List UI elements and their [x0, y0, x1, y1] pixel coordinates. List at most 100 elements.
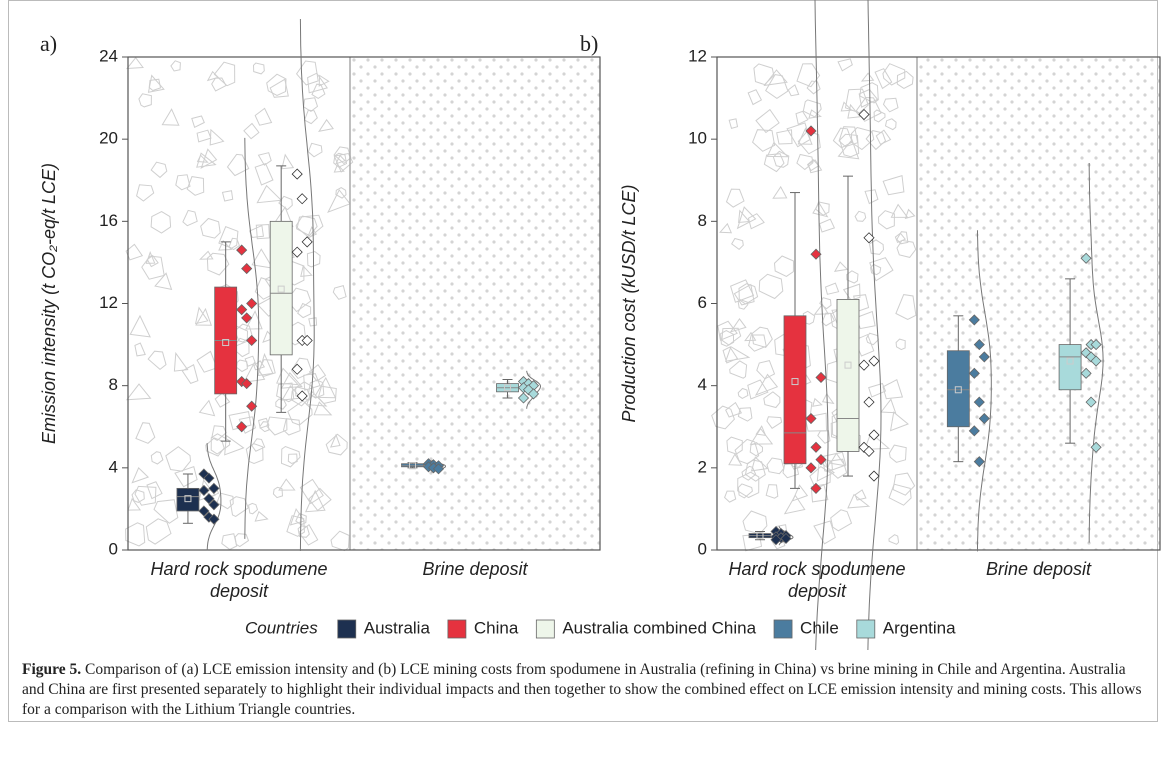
rock-shape: [832, 127, 853, 149]
rock-shape: [765, 74, 789, 100]
plot-background: [917, 57, 1160, 550]
rock-shape: [253, 360, 266, 371]
rock-shape: [868, 382, 887, 398]
rock-shape: [889, 411, 909, 432]
rock-shape: [280, 372, 303, 389]
data-point: [291, 363, 303, 375]
rock-shape: [170, 60, 181, 72]
rock-shape: [248, 224, 264, 239]
y-tick-label: 8: [698, 211, 707, 230]
data-point: [1080, 252, 1092, 264]
rock-shape: [847, 493, 871, 509]
rock-shape: [307, 72, 329, 94]
rock-shape: [281, 153, 295, 170]
rock-shape: [858, 88, 879, 108]
rock-shape: [196, 129, 212, 143]
rock-shape: [148, 78, 162, 92]
rock-shape: [839, 133, 860, 158]
rock-shape: [297, 302, 312, 319]
rock-shape: [313, 376, 337, 399]
rock-shape: [830, 509, 853, 532]
rock-shape: [327, 189, 351, 214]
data-point: [973, 456, 985, 468]
y-tick-label: 2: [698, 457, 707, 476]
rock-shape: [797, 127, 813, 145]
box: [946, 350, 970, 428]
rock-shape: [306, 250, 321, 268]
rock-shape: [308, 379, 325, 399]
rock-shape: [748, 334, 767, 352]
rock-shape: [196, 152, 217, 168]
rock-shape: [147, 350, 167, 371]
rock-shape: [742, 510, 768, 535]
rock-shape: [736, 206, 757, 230]
rock-shape: [282, 418, 301, 436]
rock-shape: [833, 261, 849, 272]
rock-shape: [306, 226, 318, 239]
rock-shape: [797, 130, 821, 155]
rock-shape: [837, 58, 853, 72]
rock-shape: [332, 284, 347, 300]
rock-shape: [245, 443, 264, 465]
rock-shape: [165, 446, 192, 472]
panel-label: a): [40, 31, 57, 56]
rock-shape: [725, 188, 745, 208]
data-point: [805, 462, 817, 474]
rock-shape: [308, 487, 332, 512]
data-point: [810, 482, 822, 494]
rock-shape: [806, 80, 821, 95]
box: [836, 298, 860, 452]
rock-shape: [776, 129, 793, 145]
box: [269, 220, 293, 356]
rock-shape: [813, 520, 836, 545]
data-point: [517, 392, 530, 404]
y-axis-label: Production cost (kUSD/t LCE): [619, 184, 639, 422]
category-label: Brine deposit: [985, 559, 1092, 579]
rock-shape: [210, 433, 231, 455]
rock-shape: [216, 492, 234, 510]
rock-shape: [864, 189, 879, 205]
rock-shape: [747, 213, 765, 230]
rock-shape: [196, 350, 218, 373]
rock-shape: [129, 314, 151, 338]
data-point: [973, 396, 985, 408]
panel-label: b): [580, 31, 598, 56]
rock-shape: [812, 397, 823, 407]
rock-shape: [335, 154, 346, 165]
data-point: [246, 400, 258, 412]
mean-marker: [954, 386, 962, 394]
rock-shape: [136, 184, 155, 202]
y-tick-label: 8: [109, 375, 118, 394]
rock-shape: [763, 69, 788, 87]
rock-shape: [146, 481, 163, 500]
data-point: [527, 388, 540, 400]
rock-shape: [802, 99, 822, 118]
rock-shape: [182, 209, 198, 227]
rock-shape: [145, 251, 156, 264]
rock-shape: [855, 96, 882, 122]
rock-shape: [211, 77, 227, 92]
rock-shape: [252, 62, 265, 75]
rock-shape: [289, 508, 306, 526]
rock-shape: [266, 416, 288, 436]
rock-shape: [795, 110, 809, 126]
rock-shape: [737, 407, 753, 422]
rock-shape: [238, 416, 256, 434]
rock-shape: [318, 118, 334, 133]
mean-marker: [791, 378, 799, 386]
rock-shape: [738, 209, 751, 224]
rock-shape: [198, 399, 216, 417]
rock-shape: [749, 427, 774, 445]
legend-swatch: [856, 619, 876, 639]
rock-shape: [125, 383, 152, 401]
data-point: [868, 470, 880, 482]
box: [783, 315, 807, 465]
data-point: [291, 168, 303, 180]
data-point: [815, 454, 827, 466]
rock-shape: [810, 483, 829, 503]
rock-shape: [175, 174, 191, 191]
rock-shape: [806, 159, 820, 172]
rock-shape: [720, 330, 735, 347]
rock-shape: [766, 457, 785, 475]
